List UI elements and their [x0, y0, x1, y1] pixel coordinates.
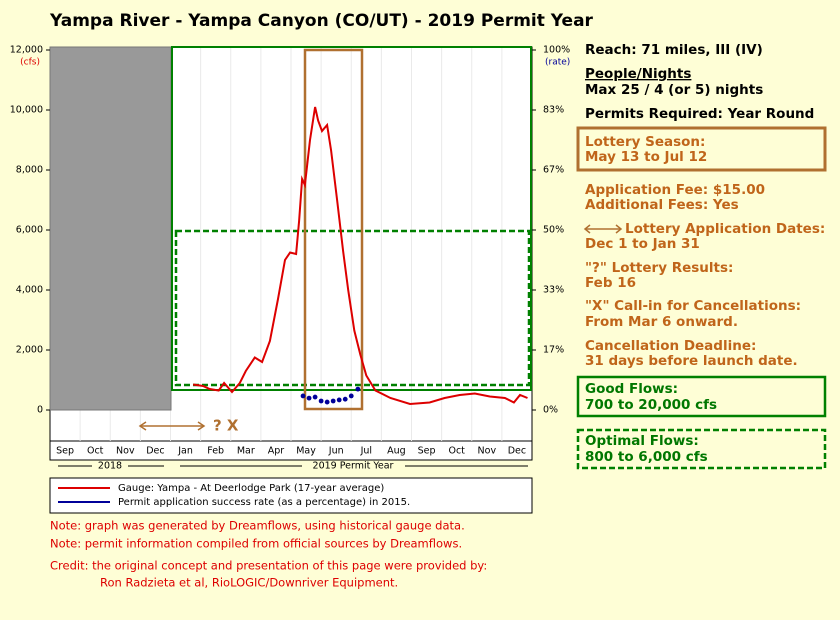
x-tick-label: Oct	[448, 446, 465, 457]
x-tick-label: Dec	[508, 446, 526, 457]
past-season	[49, 46, 172, 411]
x-tick-label: Feb	[207, 446, 224, 457]
optimal-flows-value: 800 to 6,000 cfs	[585, 449, 708, 465]
year-label: 2019 Permit Year	[313, 461, 394, 472]
dates-arrow-head	[197, 421, 206, 431]
credit: Credit: the original concept and present…	[50, 559, 487, 573]
legend-label: Permit application success rate (as a pe…	[118, 497, 410, 508]
x-tick-label: Sep	[56, 446, 74, 457]
x-tick-label: Jul	[360, 446, 372, 457]
lottery-season-dates: May 13 to Jul 12	[585, 149, 707, 165]
y-unit: (cfs)	[20, 58, 40, 68]
dates-arrow-head	[138, 421, 147, 431]
page-title: Yampa River - Yampa Canyon (CO/UT) - 201…	[49, 11, 594, 31]
credit: Ron Radzieta et al, RioLOGIC/Downriver E…	[100, 576, 398, 590]
fee: Additional Fees: Yes	[585, 197, 739, 213]
deadline: Cancellation Deadline:	[585, 338, 756, 354]
x-tick-label: Nov	[116, 446, 135, 457]
good-flows-value: 700 to 20,000 cfs	[585, 397, 717, 413]
annotation: ? X	[213, 417, 239, 435]
rate-point	[306, 395, 312, 401]
optimal-flows-range	[174, 229, 531, 387]
y2-tick-label: 33%	[543, 285, 564, 296]
optimal-flows-box	[576, 428, 827, 470]
optimal-flows: Optimal Flows:	[585, 433, 699, 449]
y2-tick-label: 100%	[543, 45, 570, 56]
rate-point	[355, 386, 361, 392]
x-tick-label: Oct	[87, 446, 104, 457]
x-tick-label: Mar	[237, 446, 255, 457]
good-flows: Good Flows:	[585, 381, 678, 397]
x-tick-label: Jan	[177, 446, 193, 457]
lottery-box	[576, 126, 827, 172]
y2-tick-label: 17%	[543, 344, 564, 355]
range-arrow	[583, 224, 623, 234]
legend-box	[49, 477, 533, 514]
y2-unit: (rate)	[545, 58, 570, 68]
y-tick-label: 0	[37, 405, 43, 416]
x-tick-label: Sep	[418, 446, 436, 457]
rate-point	[348, 393, 354, 399]
year-label: 2018	[98, 461, 122, 472]
y-tick-label: 2,000	[16, 345, 43, 356]
rate-point	[312, 394, 318, 400]
good-flows-range	[171, 46, 532, 391]
callin-value: From Mar 6 onward.	[585, 314, 738, 330]
deadline-value: 31 days before launch date.	[585, 353, 798, 369]
y2-tick-label: 83%	[543, 105, 564, 116]
y-tick-label: 4,000	[16, 285, 43, 296]
x-tick-label: Aug	[387, 446, 406, 457]
y-tick-label: 8,000	[16, 165, 43, 176]
y2-tick-label: 50%	[543, 225, 564, 236]
lottery-season-range	[303, 48, 364, 411]
rate-point	[342, 396, 348, 402]
x-tick-label: May	[296, 446, 316, 457]
rate-point	[300, 393, 306, 399]
y2-tick-label: 0%	[543, 405, 558, 416]
lottery-season: Lottery Season:	[585, 134, 705, 150]
results-value: Feb 16	[585, 275, 636, 291]
legend-label: Gauge: Yampa - At Deerlodge Park (17-yea…	[118, 483, 384, 494]
application-dates-value: Dec 1 to Jan 31	[585, 236, 700, 252]
x-tick-label: Nov	[478, 446, 497, 457]
people: Max 25 / 4 (or 5) nights	[585, 82, 763, 98]
rate-point	[324, 399, 330, 405]
x-tick-label: Dec	[146, 446, 164, 457]
x-tick-label: Jun	[328, 446, 344, 457]
note: Note: graph was generated by Dreamflows,…	[50, 519, 465, 533]
application-dates: Lottery Application Dates:	[625, 221, 825, 237]
y-tick-label: 10,000	[10, 105, 43, 116]
good-flows-box	[576, 375, 827, 418]
note: Note: permit information compiled from o…	[50, 537, 462, 551]
x-tick-label: Apr	[268, 446, 285, 457]
reach: Reach: 71 miles, III (IV)	[585, 42, 763, 58]
rate-point	[336, 397, 342, 403]
permits: Permits Required: Year Round	[585, 106, 814, 122]
callin: "X" Call-in for Cancellations:	[585, 298, 801, 314]
y-tick-label: 12,000	[10, 45, 43, 56]
y2-tick-label: 67%	[543, 164, 564, 175]
rate-point	[330, 398, 336, 404]
results: "?" Lottery Results:	[585, 260, 733, 276]
flow-line	[192, 106, 528, 406]
rate-point	[318, 398, 324, 404]
fee: Application Fee: $15.00	[585, 182, 765, 198]
people-heading: People/Nights	[585, 66, 691, 82]
y-tick-label: 6,000	[16, 225, 43, 236]
